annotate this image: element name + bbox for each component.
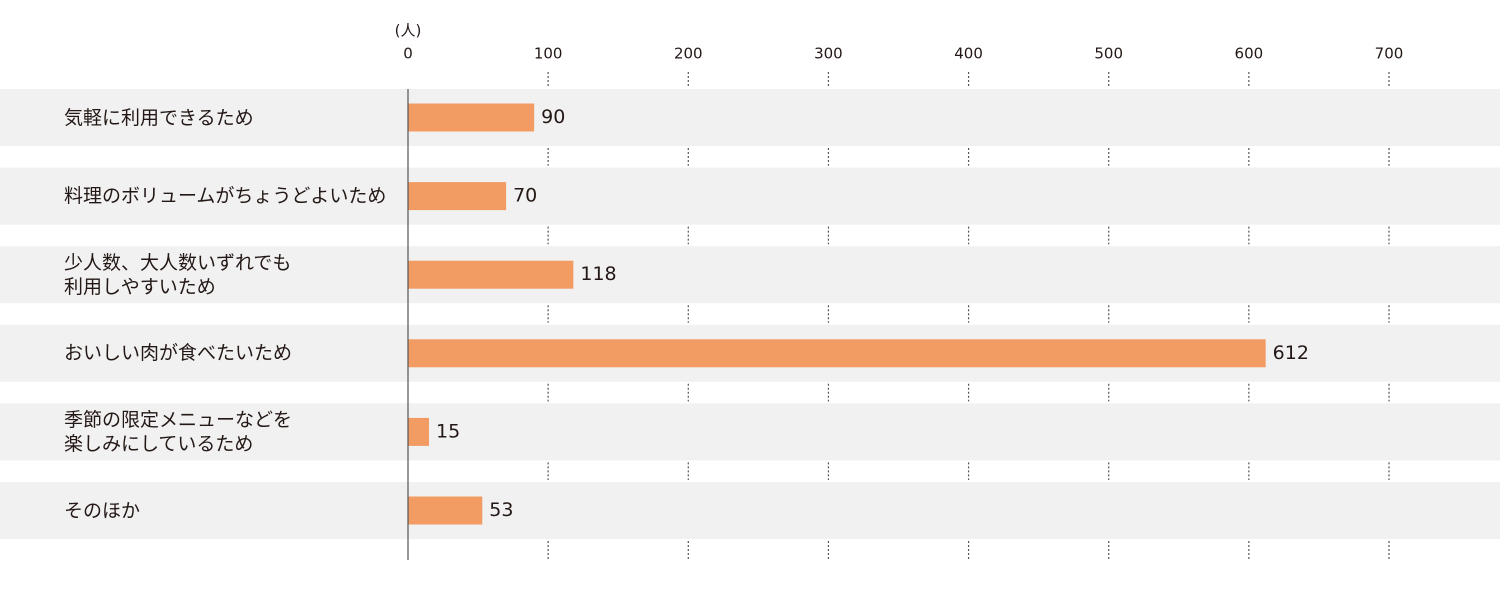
value-label: 53 [489, 499, 513, 521]
x-tick-label: 500 [1094, 45, 1123, 63]
x-tick-label: 700 [1375, 45, 1404, 63]
row-band [0, 167, 1500, 225]
x-tick-label: 400 [954, 45, 983, 63]
bar [408, 417, 430, 446]
value-label: 70 [513, 185, 537, 207]
x-tick-label: 300 [814, 45, 843, 63]
x-tick-label: 600 [1235, 45, 1264, 63]
value-label: 15 [436, 420, 460, 442]
bar [408, 260, 574, 289]
value-label: 118 [580, 263, 616, 285]
row-band [0, 246, 1500, 304]
bar [408, 339, 1266, 368]
category-label: 季節の限定メニューなどを 楽しみにしているため [64, 408, 293, 455]
bar [408, 103, 535, 132]
x-tick-label: 0 [403, 45, 413, 63]
category-label: 気軽に利用できるため [64, 106, 254, 129]
category-label: おいしい肉が食べたいため [64, 342, 293, 365]
value-label: 90 [541, 106, 565, 128]
bar [408, 496, 483, 525]
category-label: 料理のボリュームがちょうどよいため [64, 185, 387, 208]
category-label: そのほか [64, 499, 141, 522]
x-tick-label: 200 [674, 45, 703, 63]
value-label: 612 [1273, 342, 1309, 364]
row-band [0, 482, 1500, 539]
row-band [0, 89, 1500, 146]
unit-label: (人) [395, 22, 422, 40]
x-tick-label: 100 [534, 45, 563, 63]
row-band [0, 403, 1500, 461]
bar [408, 182, 507, 211]
category-label: 少人数、大人数いずれでも 利用しやすいため [64, 251, 292, 298]
